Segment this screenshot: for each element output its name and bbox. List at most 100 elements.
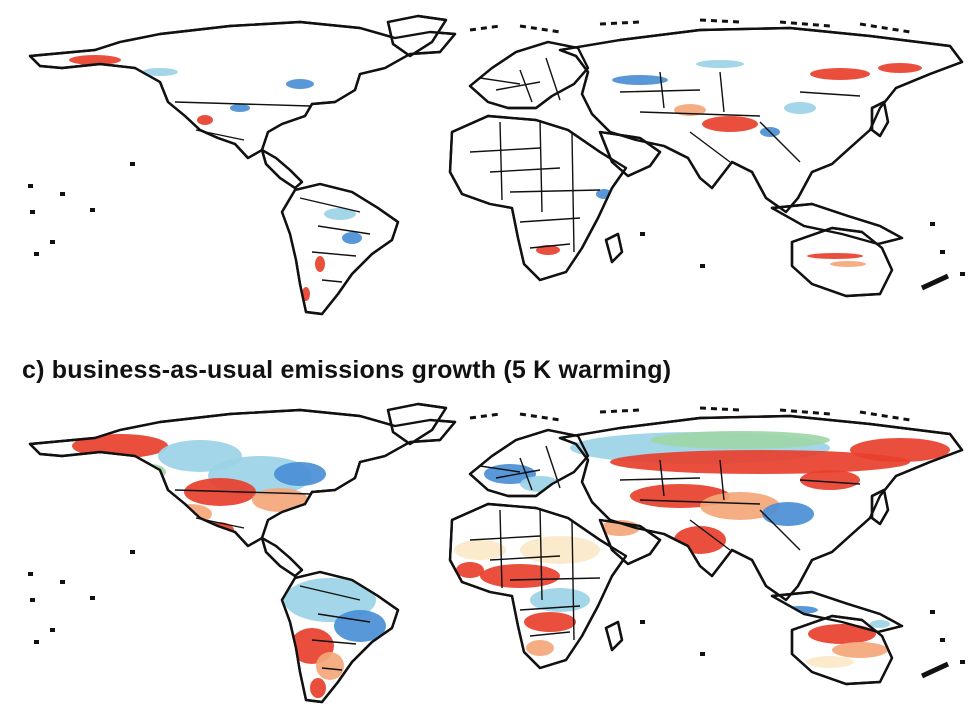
panel-c-anomaly-patch-36 [806,656,854,668]
panel-b-anomaly-patch-13 [878,63,922,73]
panel-c-country-border-16 [499,509,503,589]
panel-c-country-border-6 [321,667,343,671]
panel-c-coastline-europe [468,428,590,498]
panel-b-arctic-coast-2 [519,24,561,34]
panel-c-country-border-20 [639,499,761,505]
panel-b-coastline-greenland [386,14,448,58]
panel-c-islet-7 [130,550,135,554]
panel-b-coastline-north-america [28,20,457,160]
panel-c-islet-3 [30,598,35,602]
panel-c-coastline-arabia [598,518,662,566]
panel-c-coastline-indonesia [770,590,904,634]
panel-b-arctic-coast-4 [699,18,741,24]
panel-c-islet-4 [90,596,95,600]
panel-b-country-border-10 [545,57,561,101]
panel-c-anomaly-patch-38 [870,620,890,628]
panel-b-country-border-24 [719,71,725,113]
panel-c-islet-10 [960,660,965,664]
panel-c-anomaly-patch-32 [526,640,554,656]
panel-c-country-border-19 [619,477,701,481]
panel-b-anomaly-patch-11 [696,60,744,68]
panel-c-coastline-africa [448,502,628,670]
panel-c-anomaly-patch-24 [674,526,726,554]
panel-b-country-border-14 [519,217,581,223]
panel-c-country-border-21 [689,519,731,551]
panel-c-islet-6 [34,640,39,644]
panel-b-country-border-7 [479,77,521,85]
panel-c-arctic-coast-4 [699,406,741,412]
panel-b-country-border-3 [299,197,361,213]
panel-b-coastline-japan [870,100,890,138]
panel-b-coastline-indonesia [770,202,904,246]
panel-b-anomaly-layer [69,55,922,301]
panel-c-anomaly-patch-33 [456,562,484,578]
panel-c-anomaly-patch-6 [252,488,308,512]
panel-c-anomaly-layer [72,431,950,698]
panel-c-map [0,398,980,704]
panel-b-country-border-9 [519,69,533,103]
panel-b-islet-2 [60,192,65,196]
panel-c-islet-9 [930,610,935,614]
panel-b-anomaly-patch-14 [702,116,758,132]
panel-b-country-border-23 [799,91,861,97]
panel-c-coastline-japan [870,488,890,526]
panel-c-anomaly-patch-28 [520,536,600,564]
panel-b-coastline-africa [448,114,628,282]
panel-b-anomaly-patch-5 [197,115,213,125]
panel-c-arctic-coast-1 [469,412,501,420]
panel-c-arctic-coast-2 [519,412,561,422]
panel-b-anomaly-patch-7 [342,232,362,244]
panel-b-islet-11 [940,250,945,254]
panel-c-islet-8 [640,620,645,624]
panel-b-country-border-20 [639,111,761,117]
panel-c-anomaly-patch-5 [274,462,326,486]
panel-b-anomaly-patch-6 [324,208,356,220]
panel-c-country-border-13 [509,577,601,581]
panel-c-country-border-15 [529,631,571,637]
panel-c-arctic-coast-3 [599,408,641,414]
panel-b-country-border-18 [571,133,575,253]
panel-c-scale-mark [920,661,950,679]
panel-b-country-border-22 [759,121,801,163]
panel-c-anomaly-patch-23 [762,502,814,526]
panel-c-anomaly-patch-13 [316,652,344,680]
panel-b-country-border-21 [689,131,731,163]
panel-c-islet-11 [940,638,945,642]
panel-c-islet-2 [60,580,65,584]
panel-b-map [0,0,980,330]
panel-c-coastline-central-america [260,536,304,578]
panel-c-anomaly-patch-31 [524,612,576,632]
panel-c-country-border-2 [195,517,245,529]
panel-b-islet-12 [700,264,705,268]
panel-c-country-border-10 [545,445,561,489]
panel-b-central-america [260,148,304,190]
panel-c-arctic-coast-6 [859,410,911,422]
world-map-business-as-usual [28,402,965,704]
panel-c-anomaly-patch-14 [310,678,326,698]
panel-b-country-border-17 [539,119,543,213]
panel-b-anomaly-patch-16 [784,102,816,114]
panel-c-country-border-9 [519,457,533,491]
panel-c-country-border-17 [539,507,543,601]
panel-b-map-group [28,14,965,316]
panel-c-country-border-25 [659,459,665,497]
panel-c-title: c) business-as-usual emissions growth (5… [22,356,672,384]
panel-b-coastline-australia [790,226,894,298]
panel-c-country-border-11 [469,535,541,541]
panel-c-arctic-coast-5 [779,408,831,416]
panel-c-coastline-madagascar [604,620,624,652]
panel-b-islet-8 [640,232,645,236]
panel-b-anomaly-patch-12 [810,68,870,80]
panel-c-coastline-south-america [280,570,400,704]
panel-b-country-border-25 [659,71,665,109]
panel-c-central-america [260,536,304,578]
panel-c-anomaly-patch-18 [650,431,830,449]
panel-b-anomaly-patch-8 [315,256,325,272]
panel-b-country-border-13 [509,189,601,193]
panel-c-map-group [28,402,965,704]
panel-c-anomaly-patch-27 [454,540,506,560]
panel-b-islet-7 [130,162,135,166]
panel-c-islet-12 [700,652,705,656]
panel-b-scale-mark [920,273,950,291]
panel-c-coastline-australia [790,614,894,686]
